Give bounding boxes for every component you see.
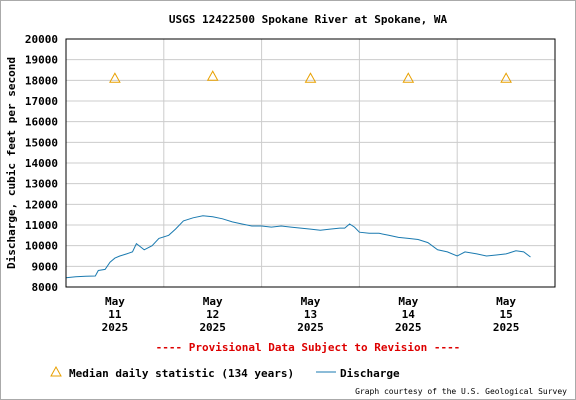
x-tick-label: May <box>301 295 321 308</box>
x-tick-label: 2025 <box>395 321 422 334</box>
y-tick-label: 17000 <box>25 95 58 108</box>
x-tick-label: 2025 <box>297 321 324 334</box>
x-tick-label: May <box>398 295 418 308</box>
x-tick-label: 14 <box>402 308 416 321</box>
y-tick-label: 14000 <box>25 157 58 170</box>
vertical-gridlines <box>163 39 458 287</box>
median-marker <box>304 72 317 83</box>
chart-title: USGS 12422500 Spokane River at Spokane, … <box>169 13 448 26</box>
horizontal-gridlines <box>66 59 555 267</box>
y-tick-label: 19000 <box>25 54 58 67</box>
x-tick-label: May <box>105 295 125 308</box>
y-tick-label: 13000 <box>25 178 58 191</box>
y-tick-label: 8000 <box>32 281 59 294</box>
median-markers <box>109 70 512 83</box>
x-tick-label: 12 <box>206 308 219 321</box>
x-tick-label: May <box>203 295 223 308</box>
x-tick-label: 15 <box>499 308 512 321</box>
y-tick-label: 18000 <box>25 74 58 87</box>
plot-border <box>65 38 556 288</box>
provisional-note: ---- Provisional Data Subject to Revisio… <box>156 341 461 354</box>
median-marker <box>206 70 219 81</box>
y-tick-label: 16000 <box>25 116 58 129</box>
median-marker <box>109 72 121 83</box>
legend-median-label: Median daily statistic (134 years) <box>69 367 294 380</box>
credit-text: Graph courtesy of the U.S. Geological Su… <box>355 387 567 396</box>
y-tick-label: 10000 <box>25 240 58 253</box>
x-tick-label: 2025 <box>102 321 129 334</box>
y-tick-label: 15000 <box>25 136 58 149</box>
x-tick-label: May <box>496 295 516 308</box>
median-marker <box>402 72 415 83</box>
y-tick-label: 20000 <box>25 33 58 46</box>
y-tick-label: 11000 <box>25 219 58 232</box>
median-marker <box>500 72 512 83</box>
legend: Median daily statistic (134 years) Disch… <box>50 365 400 380</box>
x-tick-label: 2025 <box>493 321 520 334</box>
x-axis-tick-labels: May112025May122025May132025May142025May1… <box>102 295 520 334</box>
x-tick-label: 2025 <box>199 321 226 334</box>
legend-discharge-label: Discharge <box>340 367 400 380</box>
x-tick-label: 11 <box>108 308 122 321</box>
y-axis-label: Discharge, cubic feet per second <box>5 57 18 269</box>
legend-median-marker <box>50 365 62 377</box>
y-tick-label: 12000 <box>25 198 58 211</box>
y-tick-label: 9000 <box>32 260 59 273</box>
discharge-series-line <box>65 215 531 279</box>
y-axis-tick-labels: 8000 9000 10000 11000 12000 13000 14000 15000 16… <box>25 33 58 294</box>
x-tick-label: 13 <box>304 308 317 321</box>
